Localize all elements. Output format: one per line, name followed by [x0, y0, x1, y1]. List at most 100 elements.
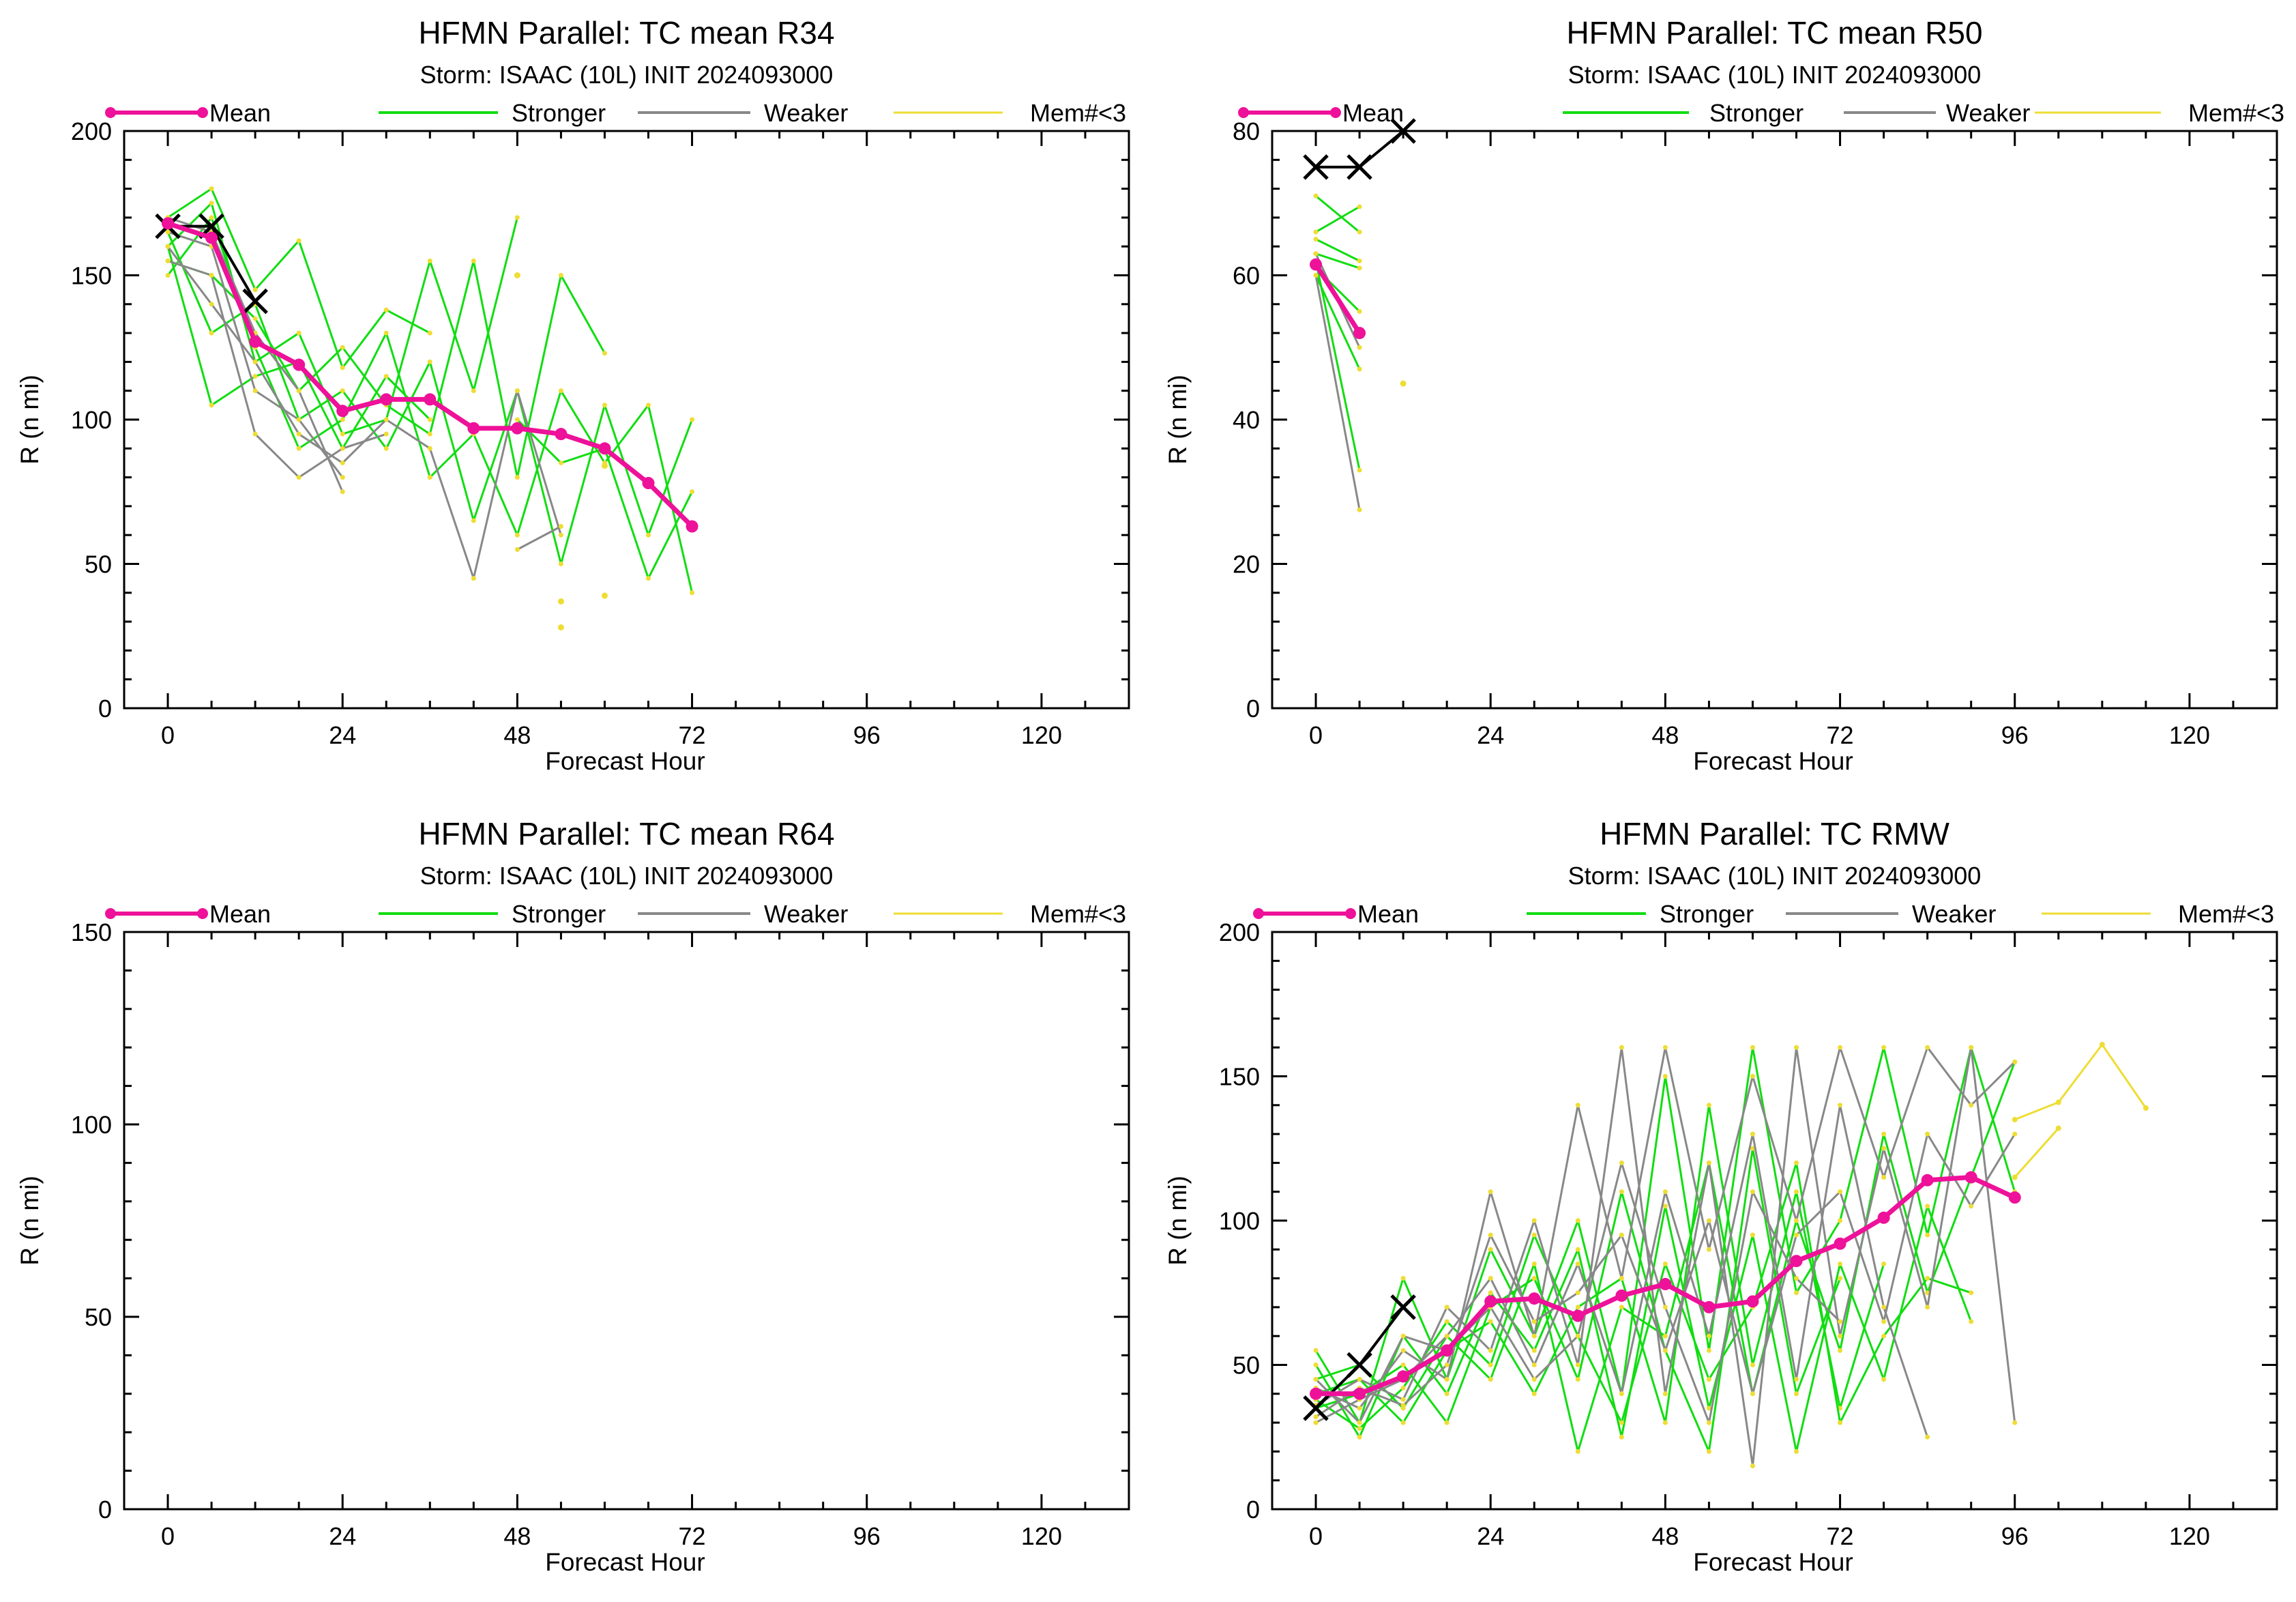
- member-point: [209, 403, 214, 408]
- y-tick-label: 0: [1246, 695, 1260, 723]
- member-point: [296, 417, 301, 422]
- member-point: [1706, 1247, 1711, 1252]
- chart-rmw-svg: HFMN Parallel: TC RMW Storm: ISAAC (10L) …: [1164, 816, 2278, 1576]
- member-point: [340, 446, 345, 451]
- legend-marker: [1330, 107, 1341, 118]
- member-point: [340, 489, 345, 495]
- member-point: [1794, 1276, 1799, 1281]
- member-point: [1794, 1045, 1799, 1050]
- member-point: [296, 238, 301, 244]
- member-line-stronger: [167, 188, 431, 369]
- x-tick-label: 0: [161, 721, 175, 749]
- observed-marker: [1390, 1294, 1416, 1320]
- few-member-line: [2014, 1127, 2059, 1178]
- member-point: [427, 417, 432, 422]
- member-point: [558, 524, 563, 529]
- member-point: [1575, 1247, 1580, 1252]
- legend-label-weaker: Weaker: [764, 900, 848, 928]
- few-member-point: [2012, 1174, 2018, 1180]
- member-point: [1662, 1261, 1668, 1266]
- member-point: [209, 215, 214, 220]
- member-point: [1969, 1290, 1974, 1296]
- member-point: [1531, 1261, 1537, 1266]
- legend-label-stronger: Stronger: [512, 900, 606, 928]
- member-point: [383, 446, 389, 451]
- legend-item-mean: Mean: [105, 900, 271, 928]
- member-point: [252, 374, 258, 379]
- chart-title: HFMN Parallel: TC mean R64: [418, 816, 834, 851]
- chart-title: HFMN Parallel: TC mean R34: [418, 15, 834, 50]
- chart-subtitle: Storm: ISAAC (10L) INIT 2024093000: [420, 61, 834, 89]
- member-point: [1575, 1103, 1580, 1108]
- member-line-stronger: [1315, 238, 1360, 262]
- member-point: [2012, 1420, 2018, 1425]
- member-point: [602, 403, 607, 408]
- member-point: [1662, 1074, 1668, 1079]
- member-point: [1357, 1426, 1362, 1431]
- member-point: [1357, 1420, 1362, 1425]
- member-point: [1881, 1305, 1887, 1310]
- legend-item-weaker: Weaker: [638, 99, 848, 127]
- member-point: [1969, 1103, 1974, 1108]
- member-point: [1838, 1276, 1843, 1281]
- legend-label-few: Mem#<3: [2188, 99, 2284, 127]
- legend-label-mean: Mean: [209, 99, 271, 127]
- member-point: [1313, 273, 1319, 278]
- member-point: [252, 316, 258, 321]
- x-tick-label: 96: [2001, 721, 2029, 749]
- x-tick-label: 96: [853, 1522, 881, 1550]
- member-point: [514, 532, 520, 538]
- member-point: [1531, 1348, 1537, 1353]
- member-point: [1444, 1420, 1449, 1425]
- member-point: [1838, 1189, 1843, 1195]
- mean-point: [205, 231, 218, 244]
- member-point: [1706, 1406, 1711, 1411]
- member-point: [383, 417, 389, 422]
- member-point: [1750, 1045, 1755, 1050]
- mean-point: [1572, 1309, 1585, 1322]
- member-point: [1488, 1377, 1493, 1382]
- member-line-stronger: [1314, 261, 1361, 471]
- member-point: [340, 475, 345, 480]
- member-point: [383, 374, 389, 379]
- legend-label-weaker: Weaker: [1912, 900, 1996, 928]
- chart-r34: HFMN Parallel: TC mean R34 Storm: ISAAC (…: [0, 0, 1148, 801]
- member-point: [1881, 1261, 1887, 1266]
- x-tick-label: 24: [329, 1522, 356, 1550]
- member-point: [1531, 1232, 1537, 1238]
- member-point: [1619, 1276, 1624, 1281]
- member-point: [514, 547, 520, 552]
- member-point: [1925, 1232, 1930, 1238]
- legend-item-weaker: Weaker: [1844, 99, 2030, 127]
- x-axis-label: Forecast Hour: [545, 1548, 705, 1576]
- member-point: [1575, 1305, 1580, 1310]
- x-axis-label: Forecast Hour: [545, 747, 705, 775]
- legend-label-stronger: Stronger: [512, 99, 606, 127]
- member-point: [1925, 1305, 1930, 1310]
- member-point: [1619, 1434, 1624, 1440]
- member-point: [1313, 237, 1319, 242]
- member-point: [1531, 1333, 1537, 1339]
- x-tick-label: 120: [1021, 721, 1062, 749]
- legend-marker: [197, 908, 208, 919]
- member-line-weaker: [516, 525, 562, 551]
- member-point: [471, 518, 476, 523]
- member-point: [340, 345, 345, 350]
- y-tick-label: 100: [71, 406, 112, 434]
- member-point: [1313, 1414, 1319, 1420]
- legend-marker: [1345, 908, 1356, 919]
- x-tick-label: 72: [679, 1522, 706, 1550]
- member-point: [1400, 1420, 1406, 1425]
- mean-point: [511, 422, 524, 435]
- y-tick-label: 100: [71, 1111, 112, 1139]
- member-point: [514, 215, 520, 220]
- mean-point: [598, 442, 611, 455]
- member-point: [296, 330, 301, 336]
- y-tick-label: 200: [1219, 918, 1260, 946]
- member-point: [1531, 1218, 1537, 1223]
- member-point: [209, 186, 214, 192]
- y-tick-label: 20: [1233, 551, 1260, 579]
- member-point: [383, 307, 389, 312]
- y-tick-label: 150: [1219, 1063, 1260, 1091]
- member-point: [1313, 251, 1319, 257]
